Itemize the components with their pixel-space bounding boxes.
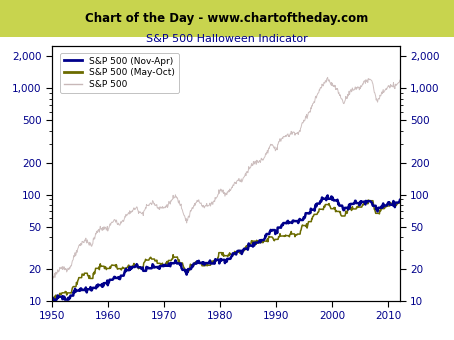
Text: S&P 500 Halloween Indicator: S&P 500 Halloween Indicator — [146, 34, 308, 44]
Legend: S&P 500 (Nov-Apr), S&P 500 (May-Oct), S&P 500: S&P 500 (Nov-Apr), S&P 500 (May-Oct), S&… — [60, 53, 178, 92]
Text: Chart of the Day - www.chartoftheday.com: Chart of the Day - www.chartoftheday.com — [85, 12, 369, 25]
